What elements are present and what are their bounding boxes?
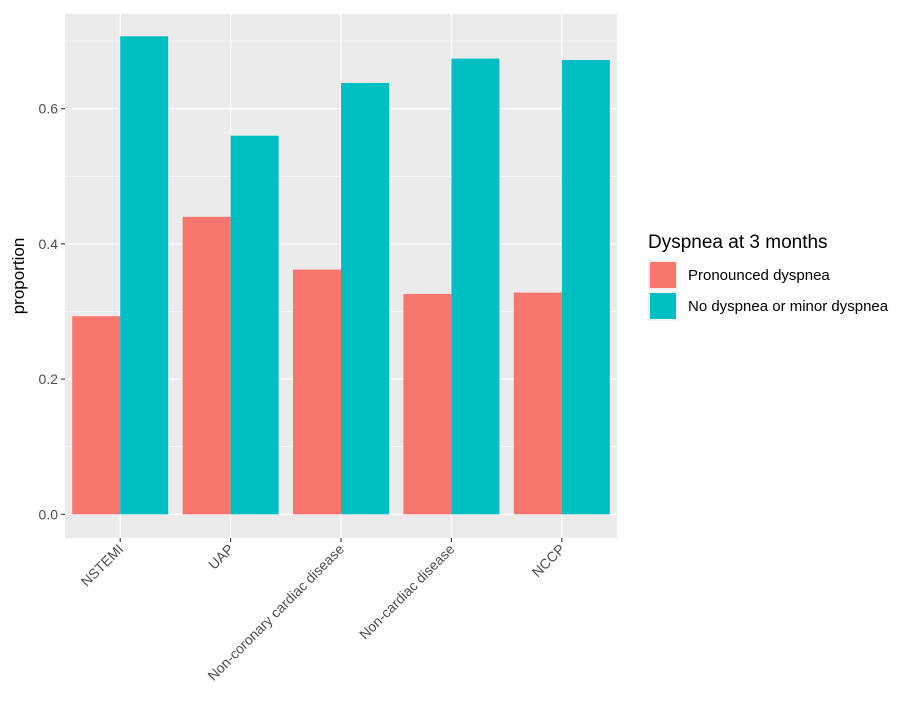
bar-no-or-minor-1 [230, 135, 279, 515]
bar-no-or-minor-4 [561, 59, 610, 515]
bar-no-or-minor-0 [120, 36, 169, 515]
bars [72, 36, 610, 515]
legend: Dyspnea at 3 months Pronounced dyspnea No… [648, 232, 889, 321]
legend-swatch [650, 262, 676, 288]
y-tick-label: 0.0 [39, 506, 59, 522]
y-axis-ticks: 0.0 0.2 0.4 0.6 [39, 101, 65, 522]
legend-label: Pronounced dyspnea [688, 267, 830, 284]
y-tick-label: 0.4 [39, 236, 59, 252]
bar-pronounced-3 [403, 293, 452, 515]
x-tick-label: NCCP [529, 541, 568, 580]
bar-pronounced-1 [182, 216, 231, 515]
y-tick-label: 0.2 [39, 371, 59, 387]
y-axis-title: proportion [9, 238, 28, 315]
bar-no-or-minor-2 [341, 82, 389, 515]
legend-items: Pronounced dyspnea No dyspnea or minor dy… [648, 260, 889, 321]
legend-swatch [650, 293, 676, 319]
bar-pronounced-0 [72, 316, 121, 515]
bar-no-or-minor-3 [451, 58, 500, 515]
y-tick-label: 0.6 [39, 101, 59, 117]
bar-pronounced-2 [293, 269, 341, 515]
bar-pronounced-4 [513, 292, 562, 515]
x-tick-label: NSTEMI [78, 541, 127, 590]
x-tick-label: UAP [205, 541, 237, 573]
legend-title: Dyspnea at 3 months [648, 232, 828, 253]
x-tick-label: Non-cardiac disease [356, 541, 458, 643]
legend-label: No dyspnea or minor dyspnea [688, 298, 889, 315]
